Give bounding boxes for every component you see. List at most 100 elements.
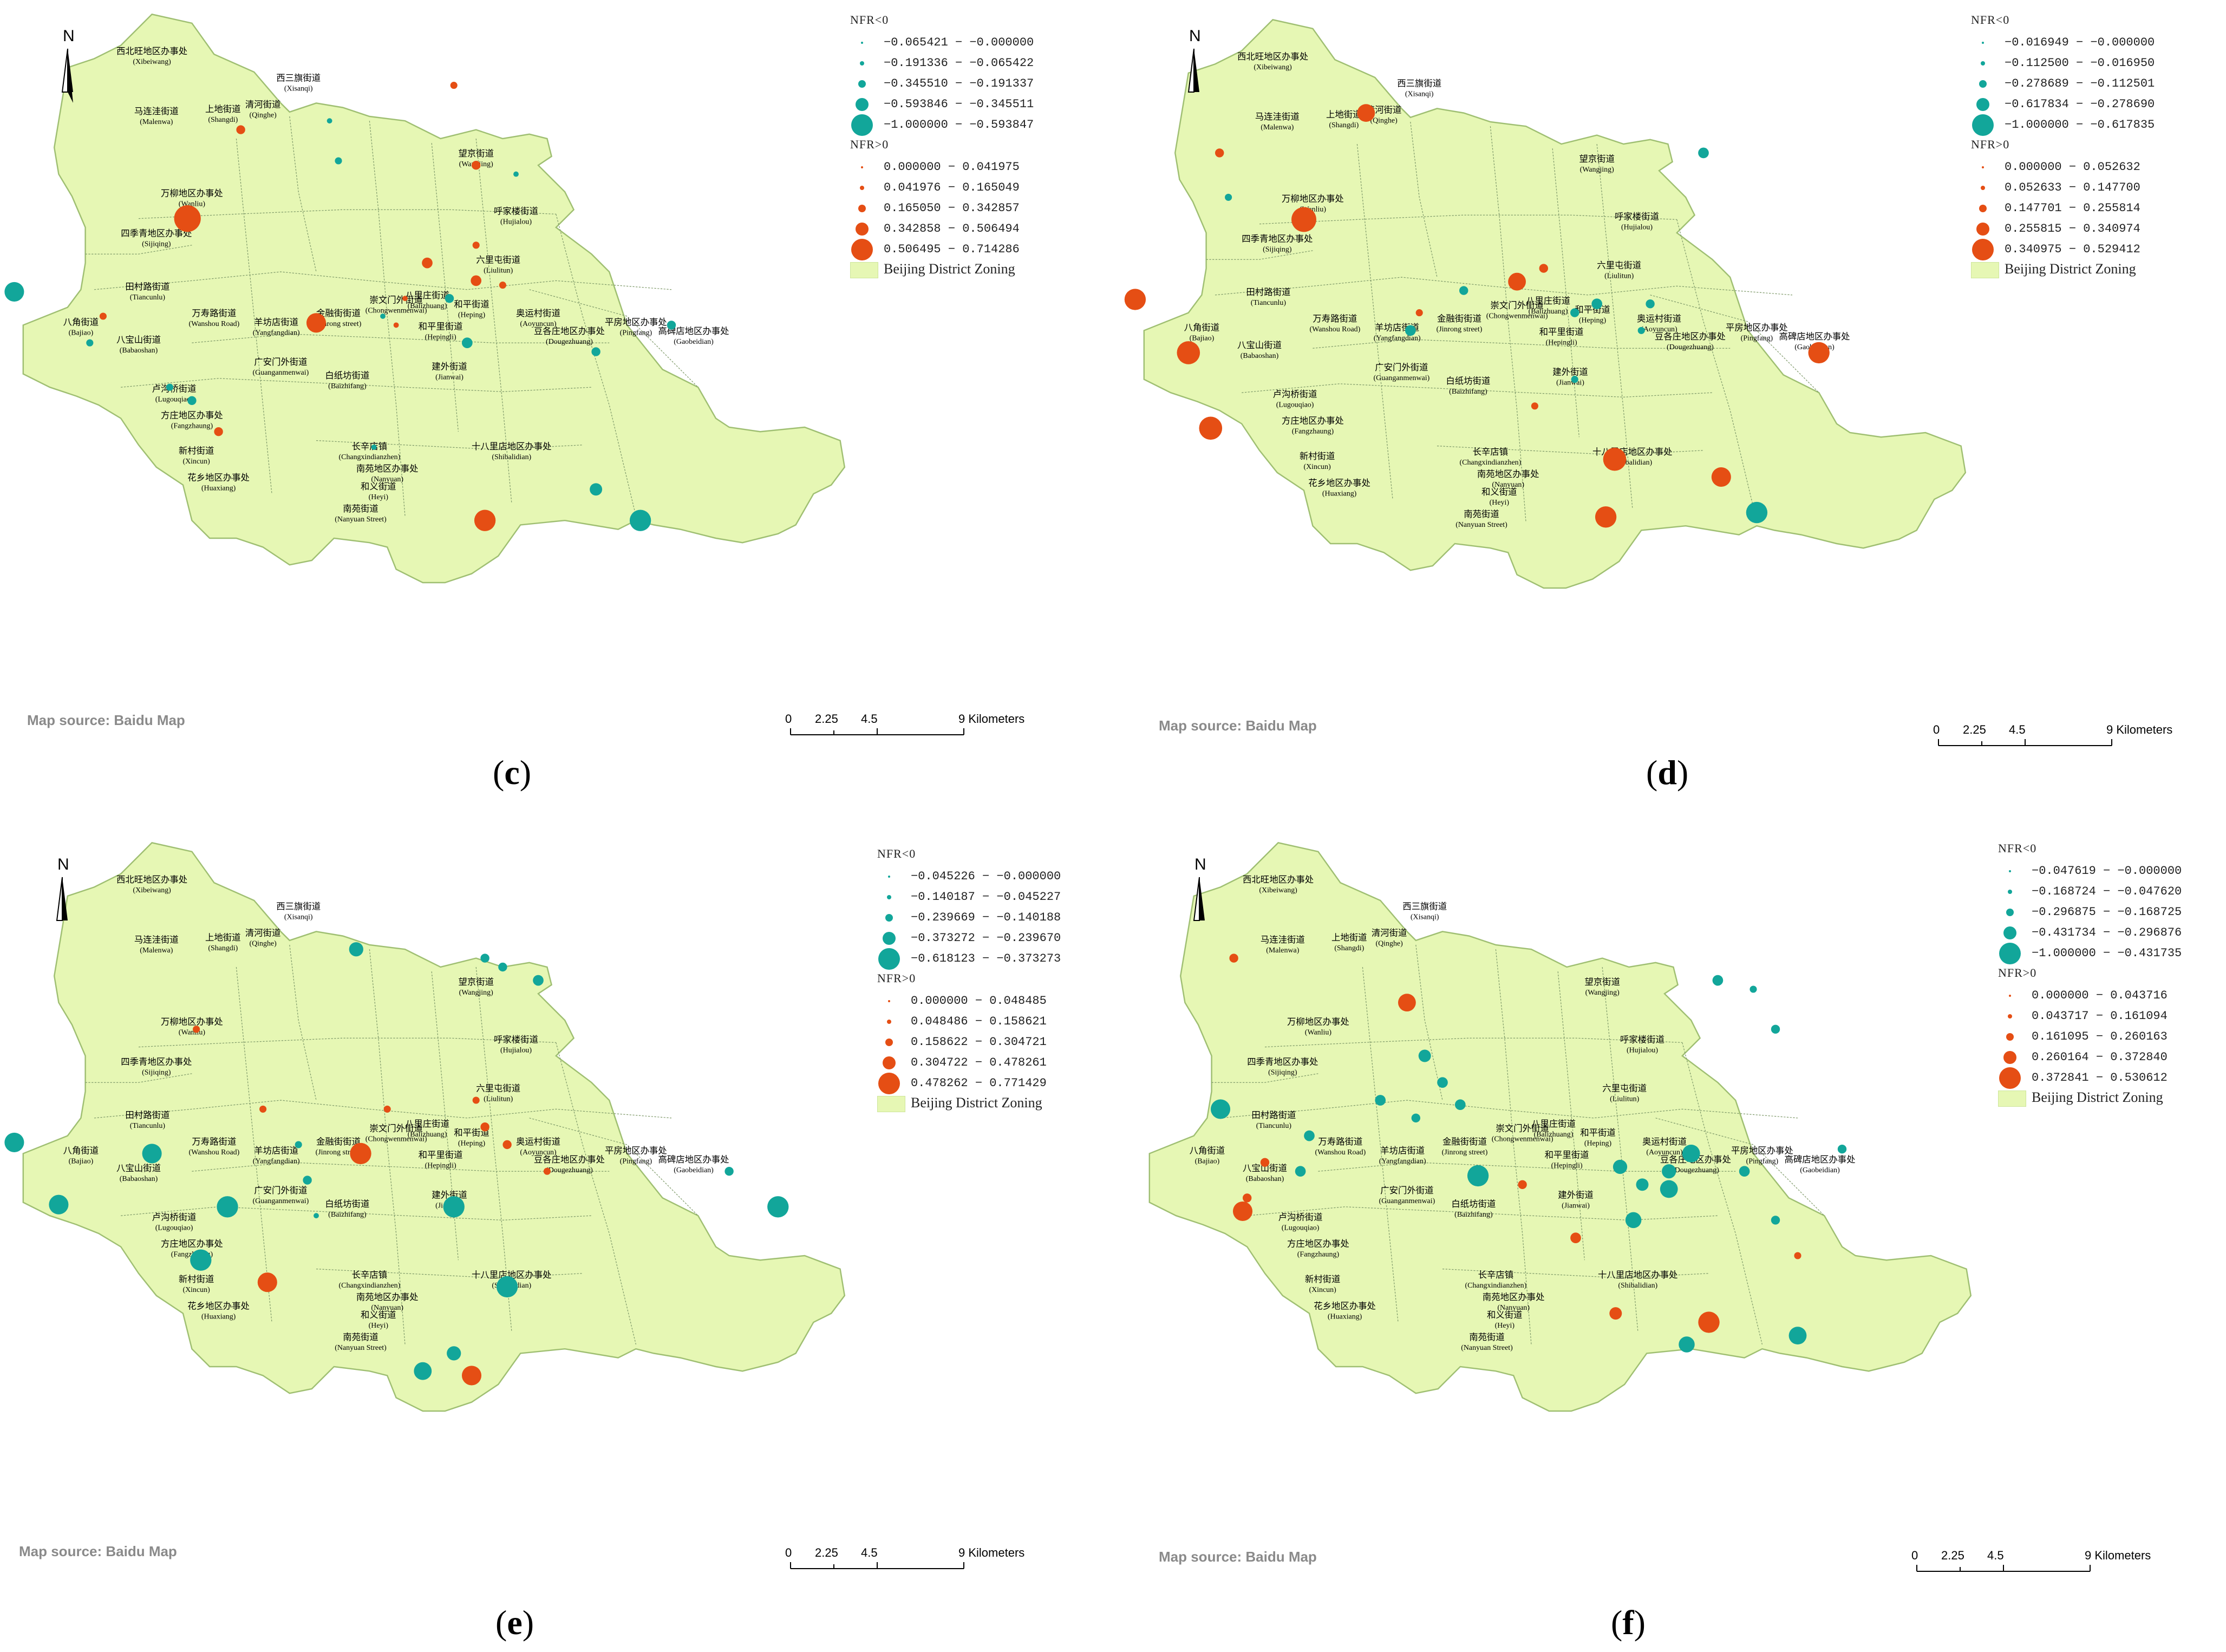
place-name-en: (Malenwa): [1266, 946, 1299, 955]
scale-label: 9 Kilometers: [958, 712, 1025, 726]
place-name-en: (Lugouqiao): [1282, 1224, 1320, 1232]
legend-circle: [1999, 1067, 2021, 1089]
legend-range-label: −0.168724 − −0.047620: [2032, 885, 2182, 898]
scale-label: 2.25: [815, 712, 838, 726]
place-name-zh: 建外街道: [432, 361, 467, 371]
place-name-zh: 卢沟桥街道: [152, 1212, 197, 1222]
nfr-negative-circle: [217, 1196, 238, 1218]
nfr-negative-circle: [86, 339, 94, 347]
nfr-positive-circle: [1291, 207, 1316, 232]
legend-symbol: [851, 114, 873, 136]
legend-row: 0.000000 − 0.043716: [1998, 985, 2226, 1006]
subdistrict-boundary: [1220, 1100, 1798, 1119]
subdistrict-boundary: [1602, 967, 1639, 1331]
place-name-zh: 万柳地区办事处: [161, 1017, 223, 1027]
nfr-negative-circle: [1210, 1099, 1231, 1119]
legend-circle: [1972, 239, 1994, 260]
subdistrict-boundary: [1362, 967, 1399, 1323]
place-name-en: (Jinrong street): [1442, 1148, 1488, 1157]
legend-symbol: [885, 1039, 893, 1046]
nfr-negative-circle: [461, 337, 473, 349]
legend-range-label: 0.043717 − 0.161094: [2032, 1009, 2168, 1023]
map-panel-f: 西北旺地区办事处 (Xibeiwang) 西三旗街道 (Xisanqi) 清河街道 (Qi…: [1132, 834, 2226, 1646]
legend-circle: [2006, 1033, 2014, 1041]
legend-symbol: [2008, 890, 2012, 894]
place-name-zh: 南苑地区办事处: [356, 463, 419, 474]
nfr-negative-circle: [590, 483, 603, 496]
legend-range-label: 0.000000 − 0.052632: [2005, 160, 2140, 174]
place-name-zh: 万柳地区办事处: [1287, 1017, 1349, 1027]
place-name-en: (Aoyuncun): [1641, 325, 1677, 334]
place-name-en: (Guanganmenwai): [253, 1197, 309, 1205]
north-arrow-icon: [1193, 877, 1205, 921]
nfr-positive-circle: [1260, 1158, 1270, 1167]
place-name-zh: 马连洼街道: [1255, 112, 1300, 122]
place-name-zh: 田村路街道: [1251, 1110, 1296, 1120]
legend-symbol: [860, 186, 864, 190]
nfr-negative-circle: [1411, 1113, 1420, 1122]
nfr-negative-circle: [371, 444, 377, 450]
nfr-negative-circle: [1467, 1165, 1489, 1187]
place-name-en: (Nanyuan): [371, 1304, 403, 1312]
scale-label: 0: [785, 712, 792, 726]
place-name-zh: 万寿路街道: [1318, 1137, 1362, 1147]
legend-row: 0.165050 − 0.342857: [850, 198, 1083, 219]
nfr-negative-circle: [1660, 1180, 1678, 1198]
place-name-en: (Xibeiwang): [1254, 63, 1292, 71]
nfr-negative-circle: [1571, 376, 1578, 383]
legend-row: −0.065421 − −0.000000: [850, 32, 1083, 53]
map-source: Map source: Baidu Map: [19, 1543, 177, 1559]
place-name-zh: 奥运村街道: [516, 1137, 560, 1147]
place-name-zh: 长辛店镇: [352, 1270, 388, 1280]
legend-pos-title: NFR>0: [1998, 966, 2037, 980]
legend-range-label: 0.000000 − 0.041975: [884, 160, 1020, 174]
place-name-zh: 长辛店镇: [1473, 447, 1509, 457]
place-name-en: (Guanganmenwai): [1379, 1197, 1435, 1205]
place-name-en: (Jianwai): [435, 373, 464, 381]
place-name-en: (Xisanqi): [1411, 913, 1439, 921]
subdistrict-boundary: [236, 967, 272, 1323]
nfr-positive-circle: [472, 241, 480, 249]
nfr-negative-circle: [166, 383, 173, 391]
place-name-en: (Wangjing): [1580, 166, 1614, 174]
place-name-zh: 田村路街道: [125, 282, 169, 292]
scale-label: 2.25: [1963, 723, 1986, 736]
place-name-en: (Changxindianzhen): [1460, 459, 1522, 467]
nfr-negative-circle: [447, 1346, 461, 1361]
subdistrict-boundary: [1318, 1162, 1736, 1172]
legend-circle: [887, 895, 891, 899]
nfr-positive-circle: [259, 1105, 267, 1113]
place-name-zh: 和平里街道: [1545, 1150, 1589, 1160]
legend-row: 0.506495 − 0.714286: [850, 239, 1083, 260]
legend-row: 0.260164 − 0.372840: [1998, 1047, 2226, 1068]
place-name-en: (Wanliu): [1305, 1029, 1332, 1037]
place-name-en: (Xisanqi): [1405, 90, 1434, 98]
nfr-positive-circle: [1698, 1311, 1720, 1333]
place-name-zh: 万寿路街道: [192, 308, 236, 318]
nfr-positive-circle: [499, 282, 506, 289]
north-arrow-icon: [56, 877, 68, 921]
place-name-zh: 新村街道: [1305, 1274, 1341, 1284]
nfr-negative-circle: [4, 1132, 24, 1152]
legend-symbol: [1982, 166, 1984, 168]
map-panel-e: 西北旺地区办事处 (Xibeiwang) 西三旗街道 (Xisanqi) 清河街道 (Qi…: [4, 834, 1110, 1646]
place-name-zh: 豆各庄地区办事处: [534, 326, 605, 336]
legend-row: −1.000000 − −0.617835: [1971, 114, 2204, 136]
place-name-zh: 八角街道: [63, 1145, 99, 1155]
legend-symbol: [2006, 909, 2014, 916]
nfr-positive-circle: [350, 1142, 371, 1165]
subdistrict-boundary: [121, 1206, 592, 1221]
place-name-en: (Qinghe): [249, 940, 277, 948]
place-name-en: (Guanganmenwai): [253, 369, 309, 377]
scale-label: 4.5: [861, 712, 878, 726]
nfr-negative-circle: [1662, 1164, 1676, 1179]
panel-caption: (c): [493, 753, 532, 792]
legend-symbol: [2003, 926, 2016, 939]
subdistrict-boundary: [1650, 295, 1819, 393]
nfr-negative-circle: [295, 1141, 302, 1148]
nfr-negative-circle: [4, 282, 24, 302]
legend-range-label: −0.112500 − −0.016950: [2005, 56, 2155, 70]
place-name-zh: 六里屯街道: [1602, 1083, 1647, 1094]
legend-symbol: [1981, 186, 1985, 190]
place-name-en: (Malenwa): [140, 946, 173, 955]
